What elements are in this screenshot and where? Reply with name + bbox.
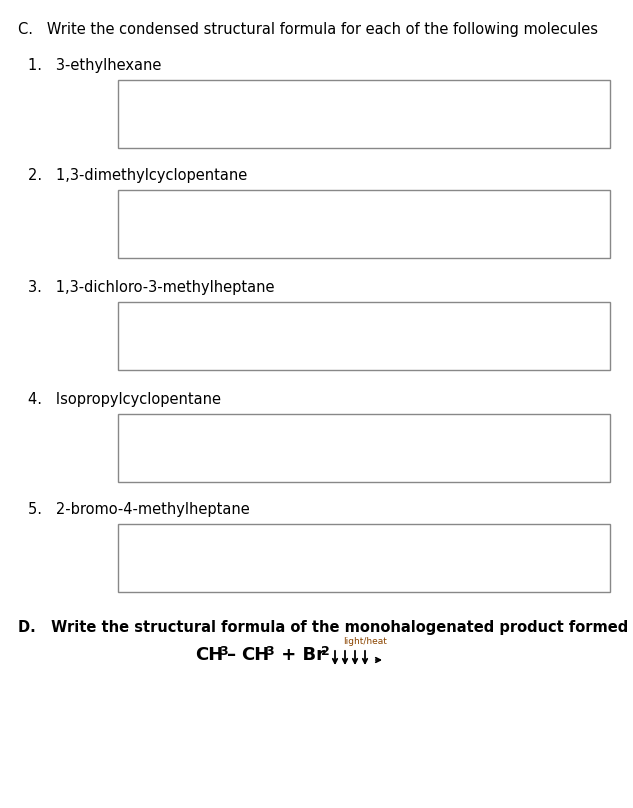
Text: 4.   Isopropylcyclopentane: 4. Isopropylcyclopentane: [28, 392, 221, 407]
Text: 3.   1,3-dichloro-3-methylheptane: 3. 1,3-dichloro-3-methylheptane: [28, 280, 275, 295]
Bar: [118, 190, 610, 258]
Text: 5.   2-bromo-4-methylheptane: 5. 2-bromo-4-methylheptane: [28, 502, 250, 517]
Bar: [118, 80, 610, 148]
Text: light/heat: light/heat: [343, 637, 387, 646]
Text: C.   Write the condensed structural formula for each of the following molecules: C. Write the condensed structural formul…: [18, 22, 598, 37]
Text: CH: CH: [241, 646, 269, 664]
Text: D.   Write the structural formula of the monohalogenated product formed in this : D. Write the structural formula of the m…: [18, 620, 633, 635]
Bar: [118, 414, 610, 482]
Text: + Br: + Br: [275, 646, 325, 664]
Text: 2: 2: [321, 645, 330, 658]
Bar: [118, 524, 610, 592]
Text: 3: 3: [219, 645, 228, 658]
Text: 3: 3: [265, 645, 273, 658]
Text: 1.   3-ethylhexane: 1. 3-ethylhexane: [28, 58, 161, 73]
Text: CH: CH: [195, 646, 223, 664]
Bar: [118, 302, 610, 370]
Text: 2.   1,3-dimethylcyclopentane: 2. 1,3-dimethylcyclopentane: [28, 168, 248, 183]
Text: –: –: [227, 646, 236, 664]
